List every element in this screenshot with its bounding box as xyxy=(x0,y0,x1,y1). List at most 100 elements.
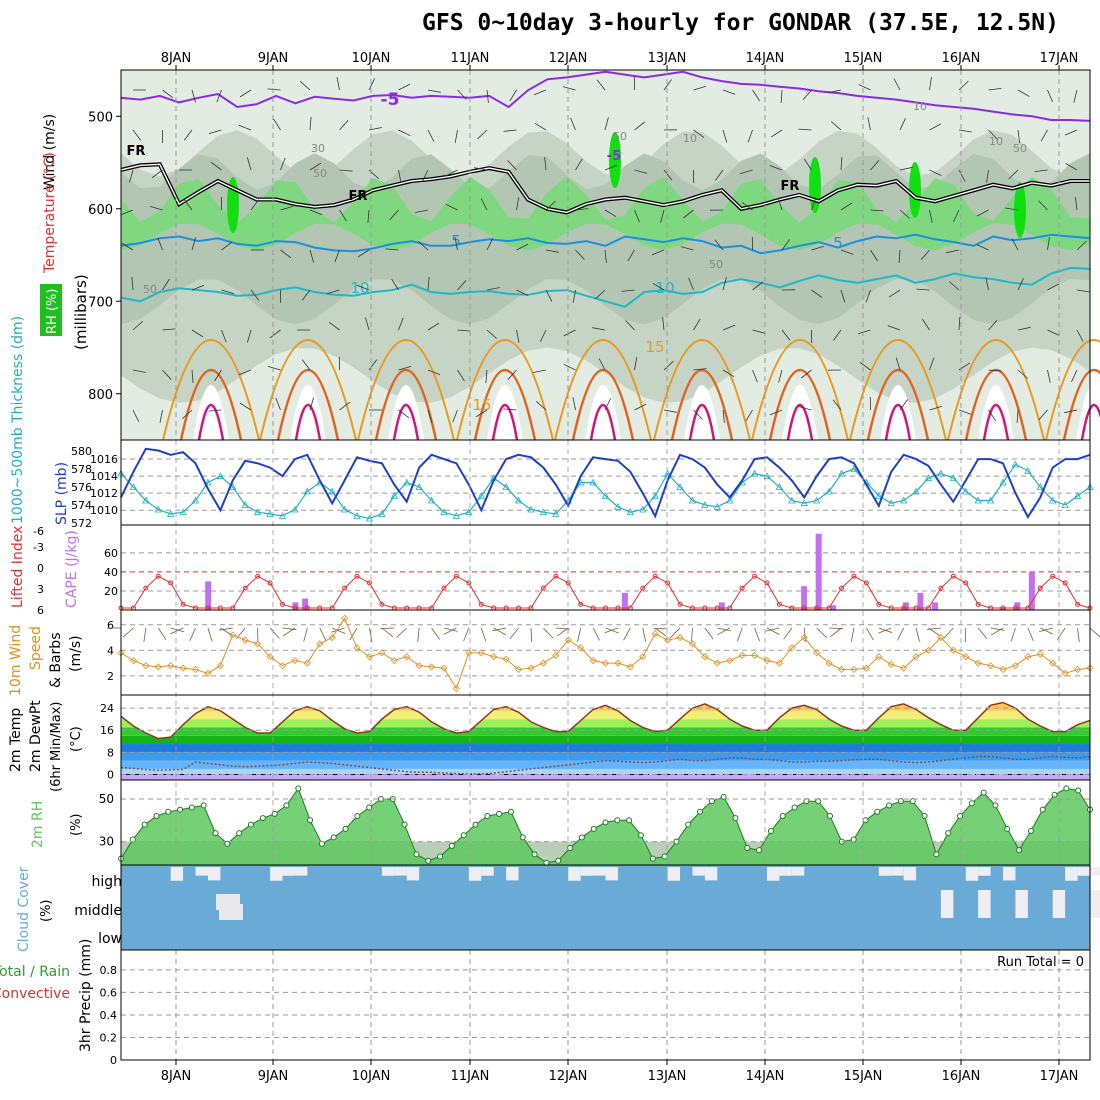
contour-label: 15 xyxy=(472,396,491,414)
thickness-point xyxy=(539,508,548,516)
isotherm-15 xyxy=(357,339,455,441)
wind-speed-point xyxy=(154,663,162,671)
thickness-point xyxy=(626,508,635,516)
temp-color-band xyxy=(121,774,1090,780)
wind-barb xyxy=(988,129,998,140)
rh2m-axis-label: 2m RH xyxy=(30,801,46,848)
wind-speed-line xyxy=(120,617,1091,690)
wind-barb xyxy=(1047,89,1053,103)
isotherm-line xyxy=(120,233,1091,255)
wind-speed-point xyxy=(1061,669,1069,677)
wind-barb xyxy=(309,116,312,131)
rh2m-point xyxy=(649,855,656,862)
slp-tick-label: 1010 xyxy=(90,504,118,517)
wind-barb xyxy=(741,202,753,211)
wind-barb xyxy=(887,325,901,331)
wind-barb xyxy=(250,289,260,301)
wind-barb xyxy=(870,209,884,212)
wind-speed-point xyxy=(726,656,734,665)
wind-barb xyxy=(604,249,607,263)
wind-barb-10m xyxy=(604,627,619,634)
lifted-index-point xyxy=(776,601,782,607)
thickness-point xyxy=(527,505,535,513)
wind-barb xyxy=(634,169,648,174)
thickness-point xyxy=(154,505,162,513)
wind-barb-10m xyxy=(1027,627,1034,642)
temp-color-band xyxy=(121,702,1090,703)
thickness-tick-label: 578 xyxy=(71,463,92,476)
wind-barb xyxy=(280,206,294,211)
wind-barb xyxy=(752,369,758,383)
bottom-day-label: 12JAN xyxy=(549,1069,588,1084)
cloud-high-gap xyxy=(891,867,904,876)
thickness-point xyxy=(800,499,808,507)
wind-barb-10m xyxy=(691,627,693,643)
wind-barb xyxy=(398,409,410,419)
wind-barb xyxy=(516,243,529,251)
wind-barb-10m xyxy=(431,627,440,640)
contour-label: -5 xyxy=(381,90,400,110)
rh2m-point xyxy=(578,834,585,841)
thickness-point xyxy=(999,478,1007,486)
rh2m-point xyxy=(1075,787,1082,794)
wind-barb xyxy=(781,239,790,251)
wind-barb xyxy=(454,237,458,251)
wind-barb xyxy=(988,409,996,422)
wind-speed-point xyxy=(291,656,299,665)
thickness-point xyxy=(850,465,858,472)
rh2m-point xyxy=(708,798,715,805)
lifted-index-point xyxy=(950,573,956,579)
thickness-point xyxy=(962,487,970,495)
cape-bar xyxy=(815,533,822,610)
thickness-point xyxy=(477,492,485,499)
isotherm-20 xyxy=(179,369,243,441)
wind-barb xyxy=(131,276,134,291)
lifted-index-point xyxy=(354,573,360,579)
isotherm-20 xyxy=(866,369,930,441)
wind-speed-point xyxy=(440,664,448,672)
lifted-index-point xyxy=(441,585,447,591)
wind-barb xyxy=(870,249,878,262)
wind-speed-point xyxy=(378,649,386,657)
wind-axis-label: Wind (m/s) xyxy=(42,114,58,190)
wind-barb xyxy=(486,89,489,103)
wind-speed-point xyxy=(229,631,237,639)
wind-barb xyxy=(722,129,728,143)
wind-barb xyxy=(929,209,933,223)
wind-barb xyxy=(121,242,134,251)
wind-barb-10m xyxy=(878,627,892,634)
wind-barb-10m xyxy=(283,627,296,637)
rh2m-point xyxy=(259,815,266,822)
wind-barb xyxy=(129,169,134,183)
wind-speed-point xyxy=(962,653,970,661)
isotherm-15 xyxy=(259,339,357,441)
thickness-point xyxy=(775,483,784,490)
wind-barb xyxy=(239,402,252,411)
cape-bar xyxy=(1014,602,1021,610)
temp-axis-label-1: 2m Temp xyxy=(8,708,24,772)
wind-barb-10m xyxy=(396,627,408,638)
bottom-day-label: 9JAN xyxy=(258,1069,289,1084)
cloud-high-gap xyxy=(878,867,892,876)
wind-barb xyxy=(485,369,488,384)
rh2m-point xyxy=(614,817,621,824)
wind-barb-10m xyxy=(1040,627,1054,635)
wind-barb xyxy=(149,206,163,211)
wind-speed-point xyxy=(775,659,783,667)
precip-tick-label: 0 xyxy=(110,1054,117,1067)
rh2m-point xyxy=(519,834,526,841)
wind-barb xyxy=(365,317,370,331)
wind-barb xyxy=(625,320,635,331)
lifted-index-point xyxy=(839,585,845,591)
wind-barb xyxy=(870,159,880,171)
wind-barb xyxy=(1047,237,1050,251)
thickness-tick-label: 580 xyxy=(71,445,92,458)
thickness-point xyxy=(875,492,883,499)
wind-speed-point xyxy=(403,653,411,661)
wind-speed-point xyxy=(167,662,175,670)
wind-barb xyxy=(162,369,172,380)
wind-barb-10m xyxy=(269,627,280,639)
wind-barb-10m xyxy=(816,627,828,638)
wind-barb xyxy=(1076,289,1090,293)
lifted-index-point xyxy=(242,585,248,591)
